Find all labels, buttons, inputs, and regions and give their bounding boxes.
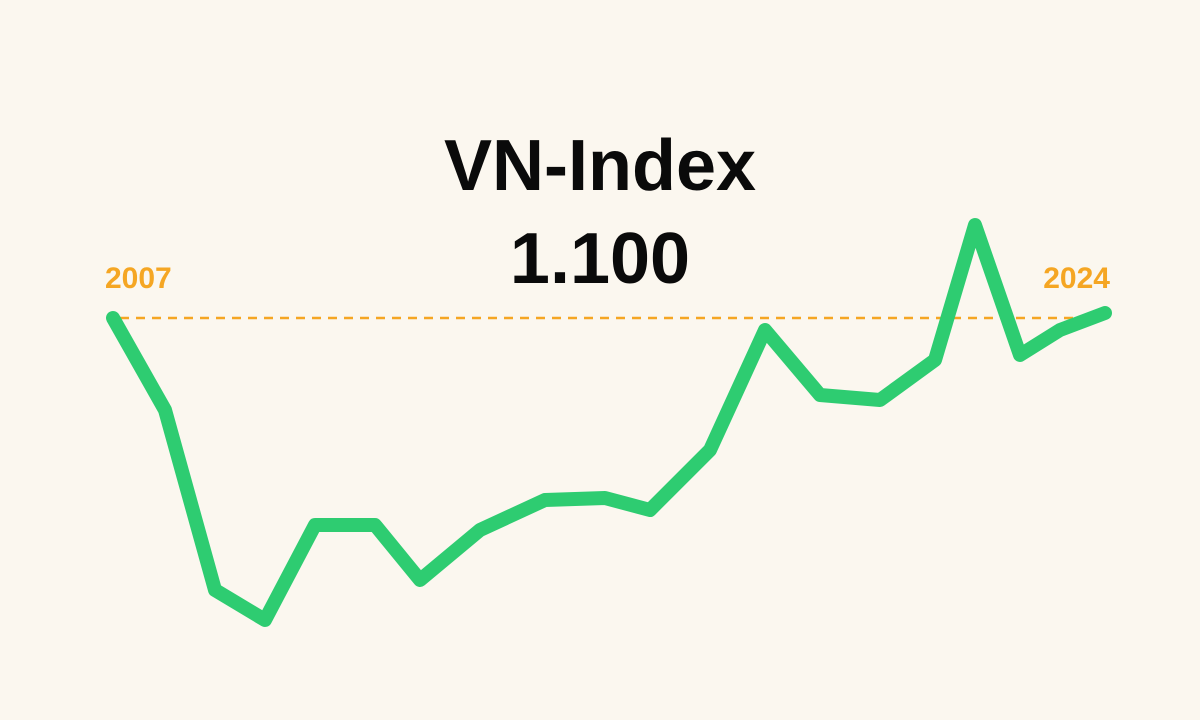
chart-container: VN-Index 1.100 2007 2024 (0, 0, 1200, 720)
year-end-label: 2024 (1043, 262, 1110, 296)
chart-svg (0, 0, 1200, 720)
chart-title: VN-Index (444, 125, 756, 208)
chart-value: 1.100 (510, 218, 690, 300)
year-start-label: 2007 (105, 262, 172, 296)
